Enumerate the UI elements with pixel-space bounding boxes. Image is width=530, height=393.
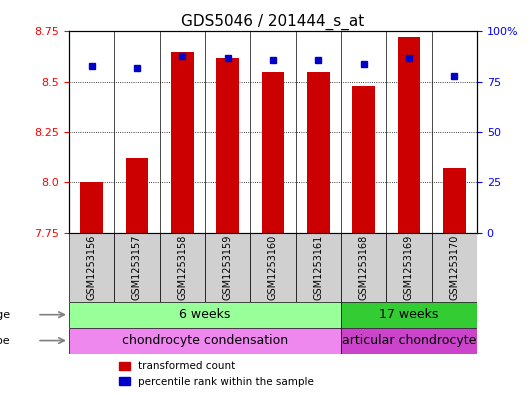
Bar: [80, 182, 103, 233]
Bar: [262, 72, 284, 233]
Bar: [398, 37, 420, 233]
Text: GSM1253156: GSM1253156: [86, 235, 96, 300]
FancyBboxPatch shape: [69, 328, 341, 354]
Title: GDS5046 / 201444_s_at: GDS5046 / 201444_s_at: [181, 14, 365, 30]
FancyBboxPatch shape: [114, 233, 160, 302]
Text: GSM1253169: GSM1253169: [404, 235, 414, 300]
FancyBboxPatch shape: [431, 233, 477, 302]
Bar: [352, 86, 375, 233]
FancyBboxPatch shape: [341, 233, 386, 302]
Text: GSM1253157: GSM1253157: [132, 235, 142, 300]
FancyBboxPatch shape: [69, 302, 341, 328]
Bar: [443, 168, 466, 233]
Text: GSM1253161: GSM1253161: [313, 235, 323, 300]
Text: articular chondrocyte: articular chondrocyte: [342, 334, 476, 347]
FancyBboxPatch shape: [250, 233, 296, 302]
Text: development stage: development stage: [0, 310, 10, 320]
Text: GSM1253158: GSM1253158: [177, 235, 187, 300]
Text: cell type: cell type: [0, 336, 10, 345]
Text: GSM1253160: GSM1253160: [268, 235, 278, 300]
FancyBboxPatch shape: [296, 233, 341, 302]
Text: GSM1253168: GSM1253168: [359, 235, 369, 300]
FancyBboxPatch shape: [341, 302, 477, 328]
Bar: [126, 158, 148, 233]
Text: GSM1253159: GSM1253159: [223, 235, 233, 300]
FancyBboxPatch shape: [160, 233, 205, 302]
Legend: transformed count, percentile rank within the sample: transformed count, percentile rank withi…: [115, 357, 318, 391]
Text: 6 weeks: 6 weeks: [179, 308, 231, 321]
FancyBboxPatch shape: [386, 233, 431, 302]
Bar: [307, 72, 330, 233]
FancyBboxPatch shape: [69, 233, 114, 302]
FancyBboxPatch shape: [341, 328, 477, 354]
Text: 17 weeks: 17 weeks: [379, 308, 439, 321]
Bar: [216, 58, 239, 233]
FancyBboxPatch shape: [205, 233, 250, 302]
Text: GSM1253170: GSM1253170: [449, 235, 460, 300]
Bar: [171, 51, 193, 233]
Text: chondrocyte condensation: chondrocyte condensation: [122, 334, 288, 347]
